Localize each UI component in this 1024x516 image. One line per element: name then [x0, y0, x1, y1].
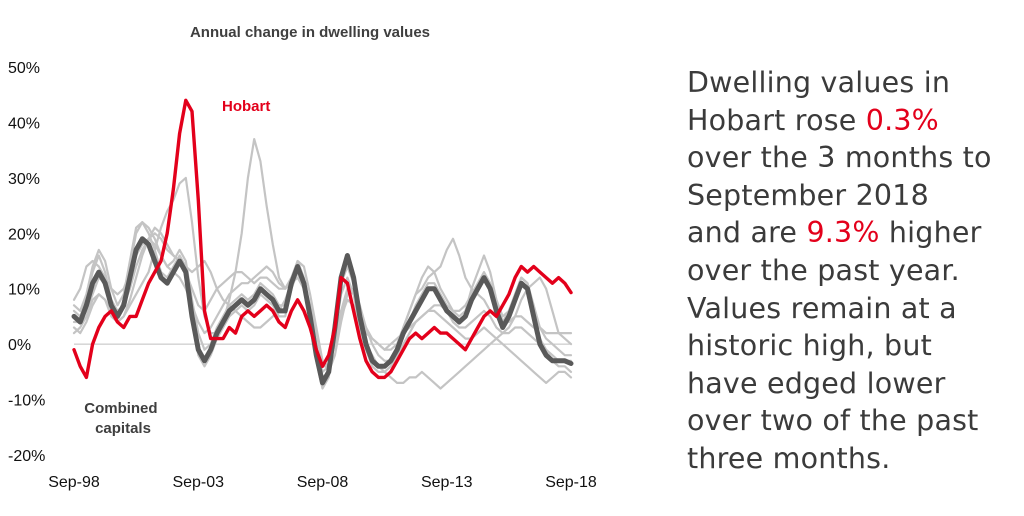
commentary-line: over the 3 months to	[687, 141, 992, 175]
series-line-other-capital-6	[72, 226, 573, 384]
y-tick-label: 20%	[8, 226, 40, 243]
commentary-line: and are 9.3% higher	[687, 214, 1022, 252]
x-tick-label: Sep-08	[297, 474, 349, 491]
x-axis: Sep-98 Sep-03 Sep-08 Sep-13 Sep-18	[48, 474, 597, 491]
y-tick-label: -10%	[8, 393, 45, 410]
x-tick-label: Sep-98	[48, 474, 100, 491]
x-tick-label: Sep-03	[172, 474, 224, 491]
commentary-line: Dwelling values in	[687, 66, 951, 99]
highlighted-figure: 9.3%	[806, 216, 880, 250]
commentary-text: Dwelling values in Hobart rose 0.3% over t…	[687, 64, 1022, 478]
plot-area	[71, 98, 574, 390]
x-tick-label: Sep-13	[421, 474, 473, 491]
y-tick-label: 10%	[8, 282, 40, 299]
combined-label-line-1: Combined	[84, 400, 157, 417]
x-tick-label: Sep-18	[545, 474, 597, 491]
commentary-line: over two of the past	[687, 404, 979, 438]
commentary-line: Hobart rose 0.3%	[687, 102, 1022, 140]
combined-label-line-2: capitals	[95, 420, 151, 437]
commentary-text-segment: higher	[879, 216, 982, 250]
y-tick-label: 40%	[8, 115, 40, 132]
commentary-line: three months.	[687, 441, 891, 475]
commentary-line: Values remain at a	[687, 291, 957, 325]
line-chart: Annual change in dwelling values 50% 40% 3…	[8, 24, 597, 491]
y-tick-label: -20%	[8, 448, 45, 465]
y-tick-label: 50%	[8, 60, 40, 77]
highlighted-figure: 0.3%	[865, 103, 939, 137]
commentary-text-segment: and are	[687, 216, 807, 250]
series-line-other-capital-2	[72, 221, 573, 390]
y-tick-label: 30%	[8, 171, 40, 188]
commentary-line: over the past year.	[687, 253, 960, 287]
hobart-label: Hobart	[222, 98, 270, 115]
chart-title: Annual change in dwelling values	[190, 24, 430, 41]
y-axis: 50% 40% 30% 20% 10% 0% -10% -20%	[8, 60, 45, 465]
commentary-text-segment: Hobart rose	[687, 103, 866, 137]
series-line-hobart	[72, 98, 573, 380]
y-tick-label: 0%	[8, 337, 31, 354]
series-line-other-capital-4	[72, 138, 573, 390]
commentary-line: historic high, but	[687, 329, 932, 363]
combined-capitals-label: Combined capitals	[84, 400, 162, 437]
commentary-line: have edged lower	[687, 366, 946, 400]
commentary-line: September 2018	[687, 178, 929, 212]
